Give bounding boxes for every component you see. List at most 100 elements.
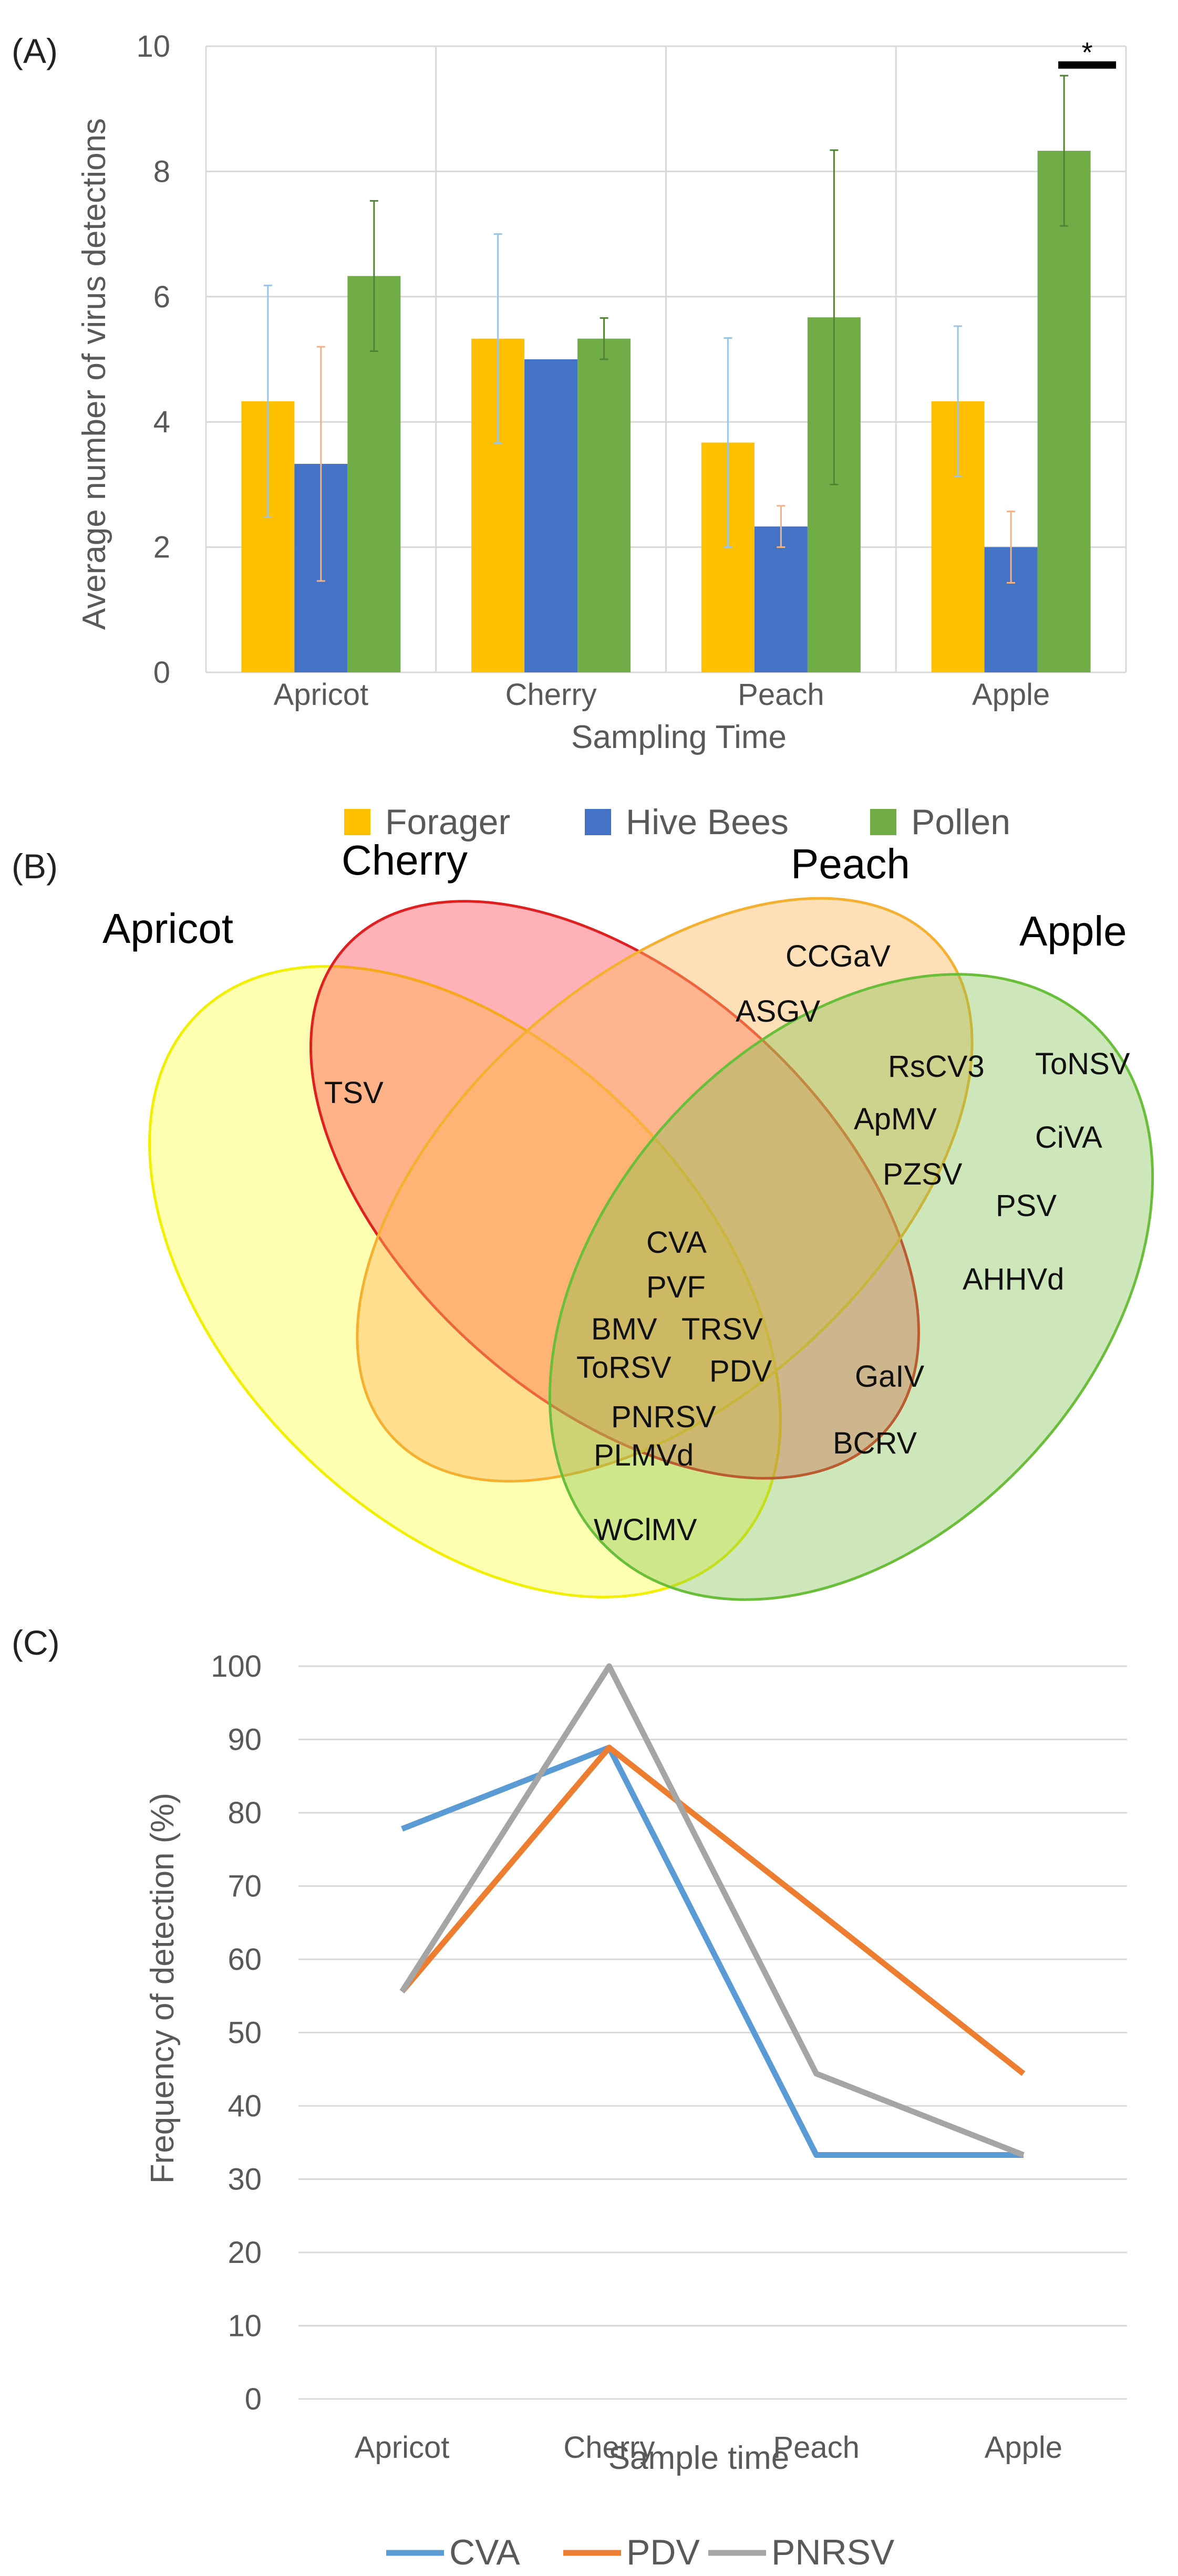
bar-hive-bees-peach (754, 526, 808, 672)
bar-chart-x-ticks: Apricot Cherry Peach Apple (274, 678, 1050, 712)
venn-virus-trsv: TRSV (681, 1312, 763, 1346)
venn-ellipse-apple (548, 973, 1154, 1601)
series-line-cva (401, 1744, 1024, 2158)
venn-virus-apmv: ApMV (854, 1102, 937, 1136)
legend-label-pnrsv: PNRSV (771, 2532, 895, 2572)
error-bar-forager-cherry (493, 233, 502, 444)
venn-virus-rscv3: RsCV3 (888, 1050, 985, 1084)
y-tick-label-0: 0 (245, 2382, 262, 2416)
line-chart-legend: CVA PDV PNRSV (386, 2532, 895, 2572)
venn-virus-ccgav: CCGaV (786, 939, 891, 973)
significance-asterisk: * (1082, 37, 1093, 68)
venn-virus-pdv: PDV (709, 1354, 772, 1388)
x-tick-label-cherry: Cherry (563, 2430, 655, 2465)
bar-pollen-apple (1037, 151, 1091, 673)
legend-swatch-hive-bees (585, 809, 611, 835)
venn-ellipse-apricot (148, 965, 782, 1598)
venn-virus-tsv: TSV (324, 1076, 384, 1110)
bar-hive-bees-cherry (524, 359, 578, 672)
y-tick-label-4: 4 (153, 405, 170, 439)
error-bar-hive-bees-peach (777, 505, 786, 548)
venn-virus-pnrsv: PNRSV (611, 1400, 716, 1434)
bar-pollen-cherry (577, 338, 631, 672)
panel-c-line-chart: (C) 0 10 20 30 40 50 60 70 80 90 100 Apricot Cherry… (12, 1623, 1127, 2572)
x-tick-label-peach: Peach (773, 2430, 859, 2465)
y-tick-label-30: 30 (228, 2163, 262, 2197)
legend-label-hive-bees: Hive Bees (626, 802, 789, 842)
panel-b-label: (B) (12, 847, 58, 886)
venn-virus-civa: CiVA (1035, 1120, 1102, 1155)
venn-set-label-apple: Apple (1019, 908, 1127, 954)
venn-virus-wclmv: WClMV (594, 1513, 697, 1547)
y-tick-label-0: 0 (153, 656, 170, 690)
y-tick-label-60: 60 (228, 1943, 262, 1977)
x-tick-label-apple: Apple (972, 678, 1050, 712)
line-chart-series (399, 1663, 1026, 2158)
legend-swatch-pollen (870, 809, 896, 835)
panel-c-label: (C) (12, 1623, 60, 1662)
legend-label-forager: Forager (385, 802, 510, 842)
bar-chart-error-bars (263, 75, 1069, 584)
panel-b-venn-diagram: (B) Apricot Cherry Peach Apple TSV CCGaV… (12, 837, 1154, 1601)
error-bar-pollen-cherry (600, 317, 608, 360)
error-bar-pollen-peach (830, 149, 839, 485)
bar-chart-legend: Forager Hive Bees Pollen (344, 802, 1010, 842)
y-tick-label-6: 6 (153, 280, 170, 314)
y-tick-label-10: 10 (136, 29, 170, 64)
venn-ellipse-peach (356, 897, 974, 1483)
y-tick-label-70: 70 (228, 1869, 262, 1904)
significance-marker: * (1058, 37, 1117, 69)
bar-chart-bars (241, 151, 1091, 673)
x-tick-label-cherry: Cherry (505, 678, 597, 712)
x-tick-label-apricot: Apricot (274, 678, 369, 712)
legend-label-cva: CVA (449, 2532, 520, 2572)
x-tick-label-peach: Peach (738, 678, 824, 712)
venn-virus-cva: CVA (646, 1225, 707, 1260)
x-tick-label-apricot: Apricot (355, 2430, 450, 2465)
x-tick-label-apple: Apple (985, 2430, 1062, 2465)
venn-virus-bmv: BMV (591, 1312, 657, 1346)
venn-virus-ahhvd: AHHVd (963, 1262, 1064, 1296)
error-bar-forager-apricot (263, 284, 272, 518)
y-tick-label-10: 10 (228, 2309, 262, 2343)
venn-set-label-cherry: Cherry (342, 837, 468, 884)
venn-set-label-peach: Peach (791, 840, 910, 887)
panel-a-label: (A) (12, 32, 58, 70)
venn-virus-galv: GaIV (855, 1359, 924, 1394)
venn-virus-pvf: PVF (646, 1270, 706, 1304)
error-bar-forager-peach (724, 337, 732, 548)
line-chart-x-axis-title: Sample time (608, 2440, 790, 2476)
panel-a-bar-chart: (A) 0 2 4 6 8 10 Apricot Cherry Peach Apple * Sa… (12, 29, 1127, 842)
y-tick-label-20: 20 (228, 2236, 262, 2270)
y-tick-label-80: 80 (228, 1796, 262, 1830)
error-bar-hive-bees-apple (1007, 511, 1016, 584)
venn-set-label-apricot: Apricot (102, 905, 233, 952)
y-tick-label-40: 40 (228, 2089, 262, 2123)
series-line-pnrsv (399, 1663, 1025, 2158)
line-chart-y-axis-title: Frequency of detection (%) (144, 1793, 181, 2184)
error-bar-hive-bees-apricot (316, 346, 325, 582)
y-tick-label-8: 8 (153, 154, 170, 189)
series-line-pdv (399, 1744, 1026, 2076)
legend-label-pollen: Pollen (911, 802, 1010, 842)
bar-chart-y-axis-title: Average number of virus detections (76, 118, 112, 630)
legend-label-pdv: PDV (626, 2532, 700, 2572)
y-tick-label-50: 50 (228, 2016, 262, 2050)
venn-virus-pzsv: PZSV (883, 1157, 963, 1191)
y-tick-label-90: 90 (228, 1723, 262, 1757)
venn-virus-bcrv: BCRV (833, 1426, 917, 1460)
y-tick-label-2: 2 (153, 531, 170, 565)
legend-swatch-forager (344, 809, 370, 835)
y-tick-label-100: 100 (211, 1649, 262, 1684)
venn-virus-torsv: ToRSV (576, 1351, 671, 1385)
line-chart-gridlines (298, 1665, 1127, 2400)
error-bar-pollen-apple (1060, 75, 1069, 227)
error-bar-pollen-apricot (369, 200, 378, 352)
venn-virus-tonsv: ToNSV (1035, 1047, 1130, 1081)
venn-virus-psv: PSV (996, 1189, 1057, 1223)
venn-virus-plmvd: PLMVd (594, 1438, 694, 1472)
line-chart-x-ticks: Apricot Cherry Peach Apple (355, 2430, 1062, 2465)
error-bar-forager-apple (954, 325, 963, 477)
bar-chart-x-axis-title: Sampling Time (571, 719, 787, 755)
